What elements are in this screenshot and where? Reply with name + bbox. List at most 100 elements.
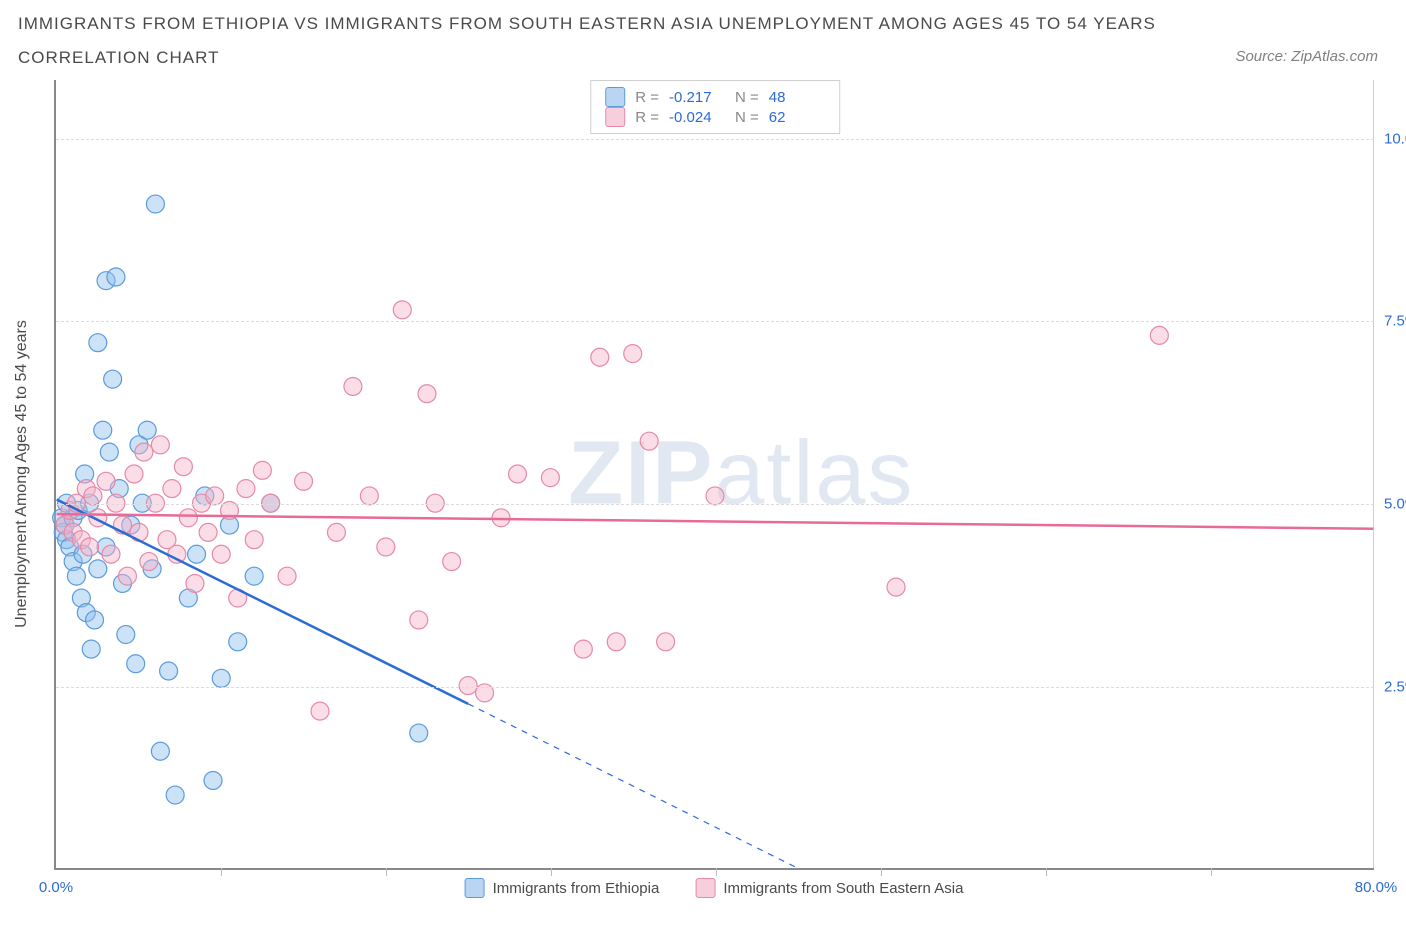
legend-r-label: R = [635, 89, 659, 106]
x-tick-minor [1046, 868, 1047, 876]
x-tick-label: 0.0% [39, 879, 73, 896]
scatter-point [82, 640, 100, 658]
scatter-point [278, 567, 296, 585]
scatter-point [237, 480, 255, 498]
scatter-point [640, 432, 658, 450]
legend-corr-row: R = -0.217 N = 48 [605, 87, 825, 107]
scatter-point [104, 370, 122, 388]
plot-axes: Unemployment Among Ages 45 to 54 years Z… [54, 80, 1374, 870]
scatter-point [262, 494, 280, 512]
scatter-point [204, 771, 222, 789]
legend-corr-row: R =-0.024N =62 [605, 107, 825, 127]
legend-n-value: 62 [769, 109, 825, 126]
scatter-point [146, 195, 164, 213]
legend-n-label: N = [735, 109, 759, 126]
scatter-point [344, 377, 362, 395]
x-tick-minor [386, 868, 387, 876]
scatter-point [86, 611, 104, 629]
trend-line-dashed [468, 704, 797, 868]
scatter-point [509, 465, 527, 483]
scatter-point [607, 633, 625, 651]
x-tick-minor [1211, 868, 1212, 876]
scatter-point [107, 268, 125, 286]
legend-series: Immigrants from Ethiopia Immigrants from … [465, 878, 964, 898]
scatter-point [89, 334, 107, 352]
scatter-point [377, 538, 395, 556]
scatter-point [443, 553, 461, 571]
scatter-point [127, 655, 145, 673]
legend-correlation: R = -0.217 N = 48R = -0.024 N = 62 [590, 80, 840, 134]
scatter-point [212, 669, 230, 687]
scatter-point [102, 545, 120, 563]
scatter-point [166, 786, 184, 804]
x-tick-minor [221, 868, 222, 876]
legend-series-item: Immigrants from South Eastern Asia [695, 878, 963, 898]
y-tick-label: 2.5% [1384, 679, 1406, 696]
scatter-point [67, 567, 85, 585]
scatter-point [574, 640, 592, 658]
scatter-point [212, 545, 230, 563]
chart-title-line1: IMMIGRANTS FROM ETHIOPIA VS IMMIGRANTS F… [18, 14, 1156, 34]
scatter-point [245, 531, 263, 549]
scatter-point [624, 345, 642, 363]
scatter-point [887, 578, 905, 596]
x-tick-minor [716, 868, 717, 876]
scatter-point [657, 633, 675, 651]
legend-swatch [605, 107, 625, 127]
scatter-point [393, 301, 411, 319]
chart-title-line2: CORRELATION CHART [18, 48, 220, 68]
trend-line [57, 500, 468, 704]
scatter-point [706, 487, 724, 505]
scatter-point [327, 523, 345, 541]
scatter-point [163, 480, 181, 498]
legend-n-value: 48 [769, 89, 825, 106]
x-tick-minor [881, 868, 882, 876]
scatter-point [245, 567, 263, 585]
scatter-point [151, 436, 169, 454]
scatter-point [107, 494, 125, 512]
plot-area: Unemployment Among Ages 45 to 54 years Z… [54, 80, 1374, 870]
legend-r-value: -0.217 [669, 89, 725, 106]
y-tick-label: 7.5% [1384, 313, 1406, 330]
scatter-point [418, 385, 436, 403]
scatter-point [360, 487, 378, 505]
y-axis-title: Unemployment Among Ages 45 to 54 years [13, 320, 31, 628]
scatter-point [160, 662, 178, 680]
legend-series-label: Immigrants from South Eastern Asia [723, 880, 963, 897]
scatter-point [206, 487, 224, 505]
legend-swatch [605, 87, 625, 107]
legend-swatch [465, 878, 485, 898]
gridline [56, 504, 1374, 505]
legend-n-label: N = [735, 89, 759, 106]
x-tick-minor [551, 868, 552, 876]
scatter-point [186, 574, 204, 592]
scatter-point [94, 421, 112, 439]
trend-line [57, 514, 1374, 529]
scatter-point [426, 494, 444, 512]
legend-series-item: Immigrants from Ethiopia [465, 878, 660, 898]
scatter-point [135, 443, 153, 461]
scatter-point [410, 724, 428, 742]
scatter-point [1150, 326, 1168, 344]
scatter-point [199, 523, 217, 541]
scatter-point [81, 538, 99, 556]
plot-svg [56, 80, 1374, 868]
scatter-point [140, 553, 158, 571]
scatter-point [179, 509, 197, 527]
legend-r-value: -0.024 [669, 109, 725, 126]
scatter-point [89, 560, 107, 578]
scatter-point [117, 626, 135, 644]
scatter-point [84, 487, 102, 505]
scatter-point [295, 472, 313, 490]
scatter-point [125, 465, 143, 483]
scatter-point [118, 567, 136, 585]
scatter-point [146, 494, 164, 512]
scatter-point [459, 677, 477, 695]
gridline [56, 687, 1374, 688]
gridline [56, 139, 1374, 140]
scatter-point [138, 421, 156, 439]
gridline [56, 321, 1374, 322]
scatter-point [97, 472, 115, 490]
scatter-point [174, 458, 192, 476]
y-tick-label: 5.0% [1384, 496, 1406, 513]
